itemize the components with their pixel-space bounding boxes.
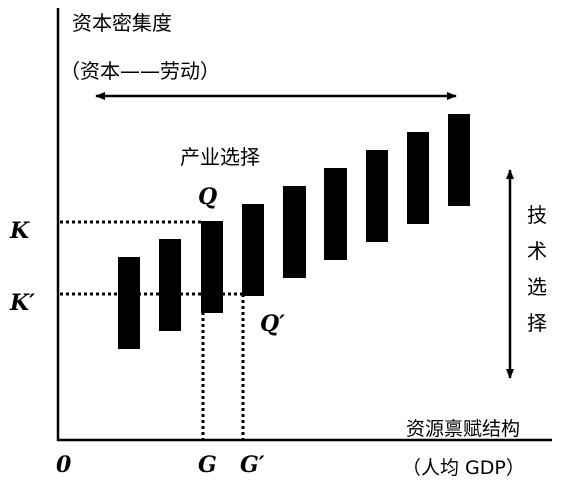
bar-7 — [366, 150, 388, 242]
bar-6 — [324, 168, 347, 260]
bar-1 — [118, 257, 140, 349]
industry-bars — [118, 114, 470, 349]
bar-3 — [201, 221, 223, 313]
point-q-label: Q — [198, 184, 217, 210]
technology-char-4: 择 — [527, 311, 547, 335]
technology-choice-label: 技 术 选 择 — [527, 203, 547, 335]
tick-g-label: G — [198, 452, 217, 478]
industry-choice-label: 产业选择 — [180, 145, 260, 169]
x-axis-title: 资源禀赋结构 — [406, 418, 520, 440]
bar-2 — [159, 239, 181, 331]
level-k-prime-label: K′ — [9, 290, 35, 316]
bar-4 — [242, 204, 264, 296]
technology-char-2: 术 — [527, 239, 547, 263]
tick-g-prime-label: G′ — [240, 452, 265, 478]
y-axis-title: 资本密集度 — [72, 11, 172, 35]
bar-5 — [283, 186, 306, 278]
level-k-label: K — [9, 218, 30, 244]
origin-label: 0 — [56, 452, 72, 478]
technology-char-3: 选 — [527, 275, 547, 299]
bar-8 — [407, 132, 429, 224]
y-axis-subtitle: （资本——劳动） — [60, 59, 220, 83]
technology-char-1: 技 — [527, 203, 547, 227]
x-axis-subtitle: （人均 GDP） — [402, 457, 525, 479]
guide-lines — [60, 220, 245, 439]
point-q-prime-label: Q′ — [260, 311, 285, 337]
bar-9 — [448, 114, 470, 206]
